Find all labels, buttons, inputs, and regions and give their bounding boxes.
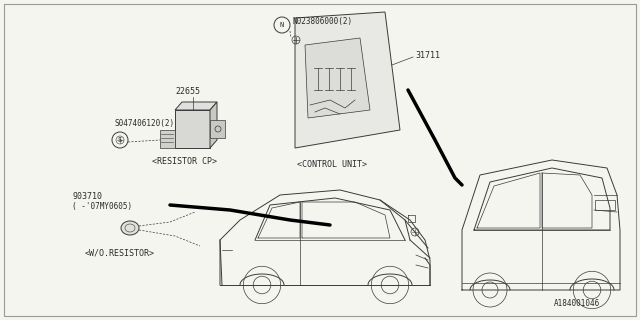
Text: <RESISTOR CP>: <RESISTOR CP> <box>152 157 217 166</box>
Text: N023806000(2): N023806000(2) <box>292 17 352 26</box>
Text: <CONTROL UNIT>: <CONTROL UNIT> <box>297 160 367 169</box>
Text: A184001046: A184001046 <box>554 299 600 308</box>
Polygon shape <box>305 38 370 118</box>
Text: S: S <box>118 137 122 143</box>
Polygon shape <box>175 110 210 148</box>
Text: S047406120(2): S047406120(2) <box>114 119 174 128</box>
Polygon shape <box>160 130 175 148</box>
Text: N: N <box>280 22 284 28</box>
Polygon shape <box>295 12 400 148</box>
Polygon shape <box>210 102 217 148</box>
Text: 903710: 903710 <box>72 192 102 201</box>
Text: 22655: 22655 <box>175 87 200 96</box>
Ellipse shape <box>121 221 139 235</box>
Polygon shape <box>210 120 225 138</box>
Text: ( -'07MY0605): ( -'07MY0605) <box>72 202 132 211</box>
Text: 31711: 31711 <box>415 51 440 60</box>
Polygon shape <box>175 102 217 110</box>
Text: <W/O.RESISTOR>: <W/O.RESISTOR> <box>85 248 155 257</box>
